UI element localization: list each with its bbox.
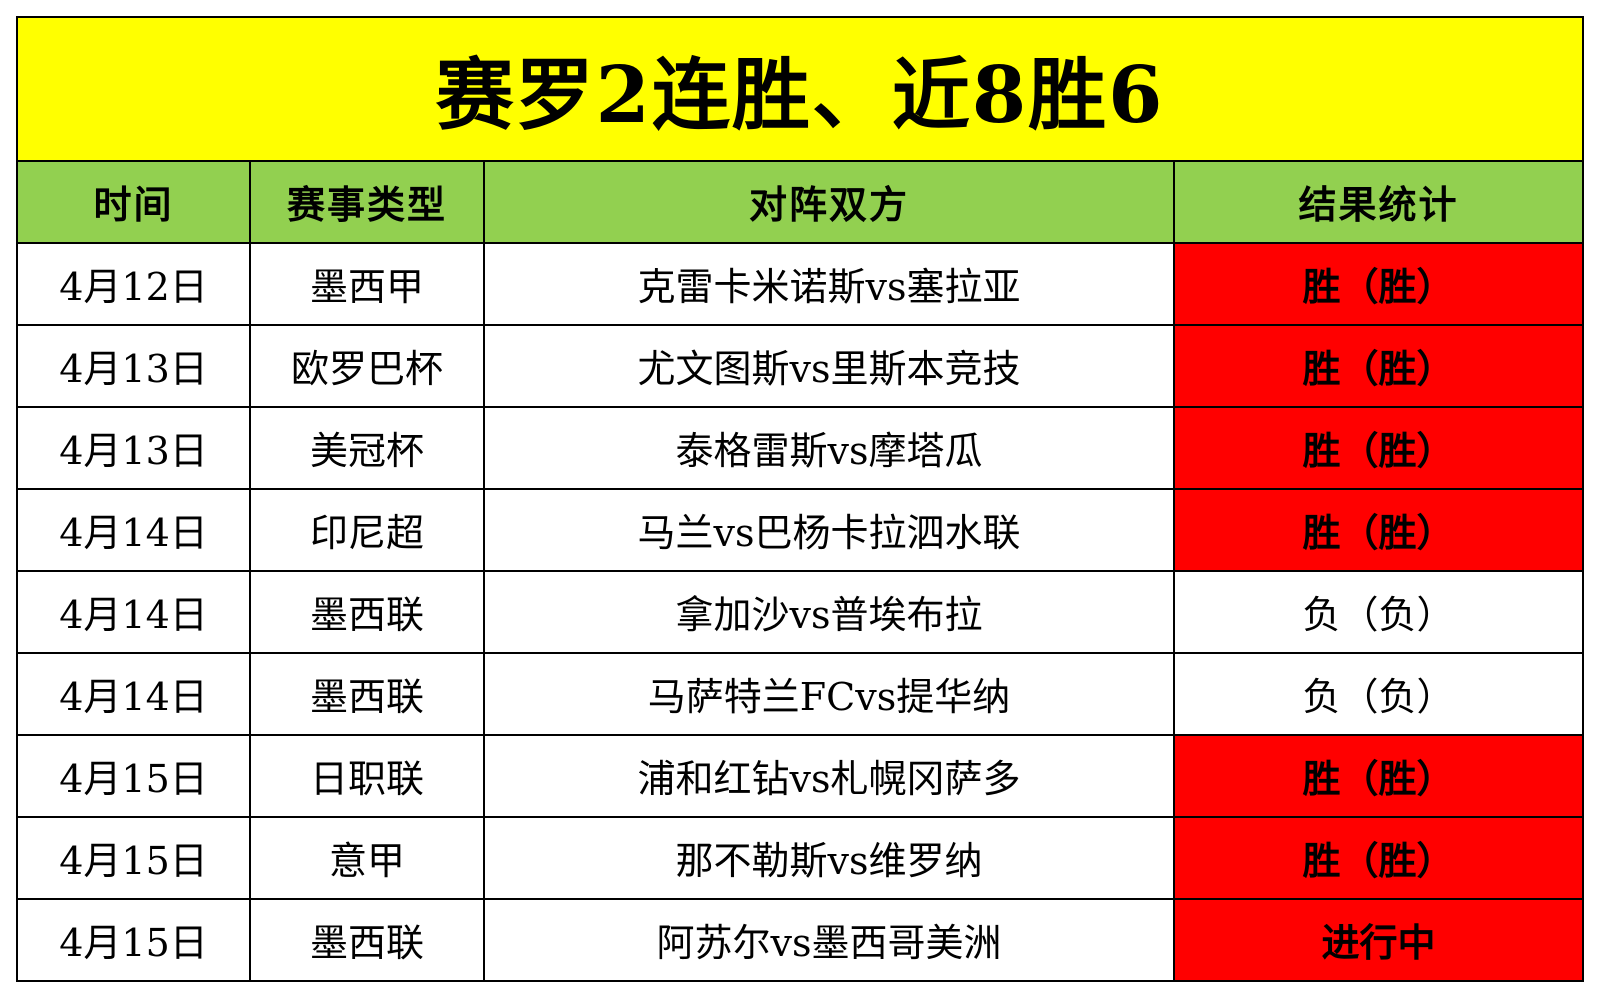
- result-cell: 负（负）: [1172, 651, 1585, 736]
- result-cell: 胜（胜）: [1172, 733, 1585, 818]
- table-row: 4月14日 墨西联 拿加沙vs普埃布拉 负（负）: [16, 569, 1585, 654]
- page-title: 赛罗2连胜、近8胜6: [15, 16, 1585, 162]
- league-cell: 墨西甲: [249, 241, 485, 326]
- league-cell: 意甲: [249, 815, 485, 900]
- table-row: 4月13日 美冠杯 泰格雷斯vs摩塔瓜 胜（胜）: [16, 405, 1585, 490]
- date-cell: 4月12日: [16, 241, 251, 326]
- league-cell: 欧罗巴杯: [249, 323, 485, 408]
- match-cell: 尤文图斯vs里斯本竞技: [483, 323, 1175, 408]
- league-cell: 日职联: [249, 733, 485, 818]
- result-cell: 胜（胜）: [1172, 241, 1585, 326]
- result-cell: 胜（胜）: [1172, 323, 1585, 408]
- date-cell: 4月14日: [16, 651, 251, 736]
- match-cell: 泰格雷斯vs摩塔瓜: [483, 405, 1175, 490]
- column-header-time: 时间: [16, 159, 251, 244]
- date-cell: 4月13日: [16, 405, 251, 490]
- result-cell: 胜（胜）: [1172, 487, 1585, 572]
- result-cell: 进行中: [1172, 897, 1585, 983]
- match-cell: 阿苏尔vs墨西哥美洲: [483, 897, 1175, 983]
- match-cell: 浦和红钻vs札幌冈萨多: [483, 733, 1175, 818]
- header-row: 时间 赛事类型 对阵双方 结果统计: [16, 159, 1585, 244]
- table-row: 4月15日 墨西联 阿苏尔vs墨西哥美洲 进行中: [16, 897, 1585, 983]
- league-cell: 墨西联: [249, 569, 485, 654]
- date-cell: 4月13日: [16, 323, 251, 408]
- date-cell: 4月15日: [16, 897, 251, 983]
- league-cell: 墨西联: [249, 897, 485, 983]
- table-row: 4月12日 墨西甲 克雷卡米诺斯vs塞拉亚 胜（胜）: [16, 241, 1585, 326]
- result-cell: 负（负）: [1172, 569, 1585, 654]
- league-cell: 墨西联: [249, 651, 485, 736]
- results-table: 赛罗2连胜、近8胜6 时间 赛事类型 对阵双方 结果统计 4月12日 墨西甲 克雷卡…: [15, 16, 1585, 983]
- table-row: 4月14日 墨西联 马萨特兰FCvs提华纳 负（负）: [16, 651, 1585, 736]
- column-header-league: 赛事类型: [249, 159, 485, 244]
- column-header-match: 对阵双方: [483, 159, 1175, 244]
- league-cell: 印尼超: [249, 487, 485, 572]
- column-header-result: 结果统计: [1172, 159, 1585, 244]
- table-row: 4月14日 印尼超 马兰vs巴杨卡拉泗水联 胜（胜）: [16, 487, 1585, 572]
- date-cell: 4月14日: [16, 487, 251, 572]
- match-cell: 马萨特兰FCvs提华纳: [483, 651, 1175, 736]
- result-cell: 胜（胜）: [1172, 815, 1585, 900]
- result-cell: 胜（胜）: [1172, 405, 1585, 490]
- date-cell: 4月15日: [16, 815, 251, 900]
- date-cell: 4月14日: [16, 569, 251, 654]
- match-cell: 马兰vs巴杨卡拉泗水联: [483, 487, 1175, 572]
- table-row: 4月13日 欧罗巴杯 尤文图斯vs里斯本竞技 胜（胜）: [16, 323, 1585, 408]
- match-cell: 那不勒斯vs维罗纳: [483, 815, 1175, 900]
- table-row: 4月15日 意甲 那不勒斯vs维罗纳 胜（胜）: [16, 815, 1585, 900]
- date-cell: 4月15日: [16, 733, 251, 818]
- match-cell: 拿加沙vs普埃布拉: [483, 569, 1175, 654]
- table-row: 4月15日 日职联 浦和红钻vs札幌冈萨多 胜（胜）: [16, 733, 1585, 818]
- match-cell: 克雷卡米诺斯vs塞拉亚: [483, 241, 1175, 326]
- league-cell: 美冠杯: [249, 405, 485, 490]
